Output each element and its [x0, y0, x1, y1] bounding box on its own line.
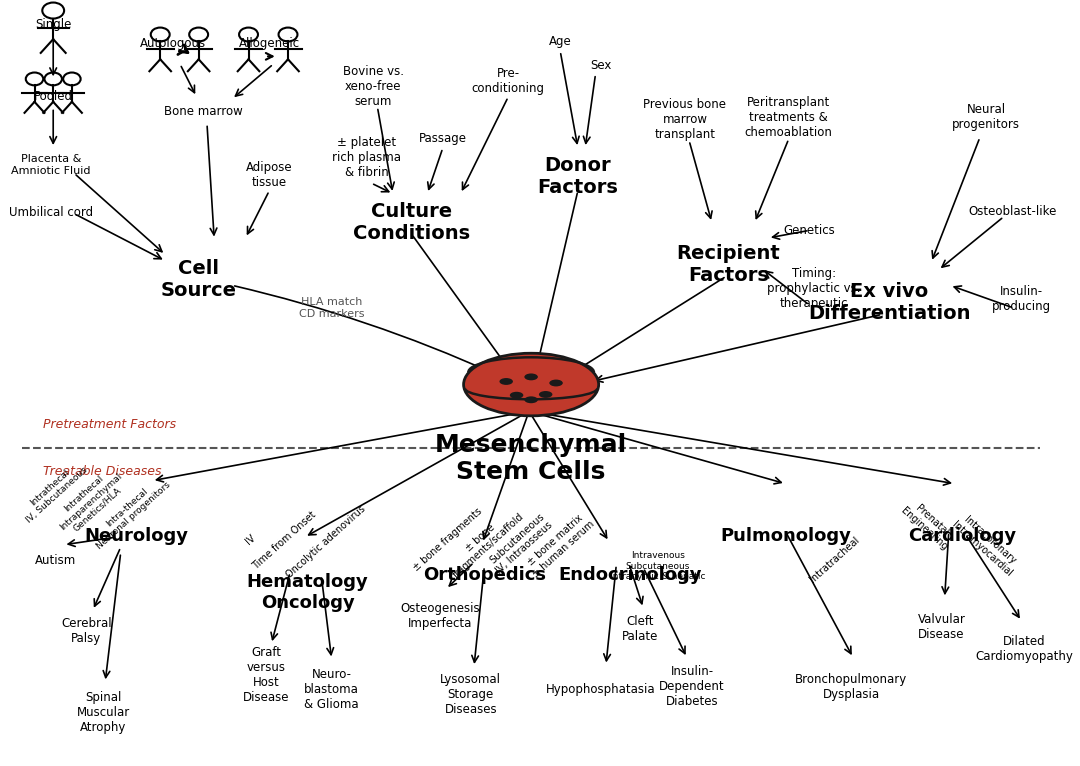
- Text: Cleft
Palate: Cleft Palate: [622, 615, 659, 643]
- Text: Pre-
conditioning: Pre- conditioning: [472, 67, 544, 95]
- Text: Pulmonology: Pulmonology: [720, 527, 851, 545]
- Text: Autologous: Autologous: [139, 37, 206, 50]
- Text: ± platelet
rich plasma
& fibrin: ± platelet rich plasma & fibrin: [333, 136, 402, 179]
- Ellipse shape: [525, 396, 538, 403]
- Text: Peritransplant
treatments &
chemoablation: Peritransplant treatments & chemoablatio…: [745, 96, 833, 139]
- Ellipse shape: [463, 353, 598, 416]
- Ellipse shape: [525, 374, 538, 381]
- Text: Dilated
Cardiomyopathy: Dilated Cardiomyopathy: [975, 634, 1074, 663]
- Text: Recipient
Factors: Recipient Factors: [677, 244, 781, 285]
- Text: Lysosomal
Storage
Diseases: Lysosomal Storage Diseases: [441, 673, 501, 716]
- Text: Pretreatment Factors: Pretreatment Factors: [43, 418, 176, 431]
- Text: Prenatal
Engineering: Prenatal Engineering: [899, 496, 957, 552]
- Text: ± bone matrix
± human serum: ± bone matrix ± human serum: [523, 510, 596, 579]
- Text: Intravenous
Subcutaneous
Intrahymic & hepatic: Intravenous Subcutaneous Intrahymic & he…: [610, 552, 705, 581]
- Text: Age: Age: [549, 35, 571, 48]
- Text: Spinal
Muscular
Atrophy: Spinal Muscular Atrophy: [77, 691, 130, 735]
- Text: Bovine vs.
xeno-free
serum: Bovine vs. xeno-free serum: [342, 65, 404, 108]
- Text: Treatable Diseases: Treatable Diseases: [43, 465, 161, 478]
- Text: Bronchopulmonary
Dysplasia: Bronchopulmonary Dysplasia: [795, 673, 907, 701]
- Text: Single: Single: [35, 18, 71, 31]
- Text: Osteoblast-like: Osteoblast-like: [968, 205, 1056, 218]
- Text: Osteogenesis
Imperfecta: Osteogenesis Imperfecta: [400, 602, 480, 630]
- Ellipse shape: [499, 378, 513, 385]
- Text: Oncolytic adenovirus: Oncolytic adenovirus: [284, 503, 367, 580]
- Text: Neural
progenitors: Neural progenitors: [953, 103, 1021, 132]
- Text: Culture
Conditions: Culture Conditions: [353, 202, 470, 244]
- Text: Autism: Autism: [35, 554, 76, 567]
- Text: Graft
versus
Host
Disease: Graft versus Host Disease: [243, 646, 289, 703]
- Text: Genetics: Genetics: [784, 224, 836, 237]
- Text: Adipose
tissue: Adipose tissue: [246, 162, 293, 189]
- Text: Previous bone
marrow
transplant: Previous bone marrow transplant: [644, 98, 727, 141]
- Text: Intrathecal
IV, Subcutaneous: Intrathecal IV, Subcutaneous: [17, 458, 89, 525]
- Text: Insulin-
producing: Insulin- producing: [991, 285, 1051, 313]
- Text: Ex vivo
Differentiation: Ex vivo Differentiation: [808, 283, 971, 323]
- Text: Allogeneic: Allogeneic: [239, 37, 300, 50]
- Ellipse shape: [510, 391, 524, 398]
- Text: Intratracheal: Intratracheal: [808, 535, 862, 585]
- Text: IV: IV: [244, 532, 257, 546]
- Text: Umbilical cord: Umbilical cord: [9, 206, 93, 219]
- Text: Insulin-
Dependent
Diabetes: Insulin- Dependent Diabetes: [660, 665, 725, 709]
- Text: ± bone
fragments/scaffold: ± bone fragments/scaffold: [443, 503, 526, 581]
- Ellipse shape: [550, 380, 563, 386]
- Text: Valvular
Disease: Valvular Disease: [918, 614, 966, 641]
- Text: Time from Onset: Time from Onset: [251, 510, 318, 572]
- Text: Subcutaneous
IV, Intraosseus: Subcutaneous IV, Intraosseus: [487, 511, 555, 575]
- Text: Placenta &
Amniotic Fluid: Placenta & Amniotic Fluid: [12, 154, 91, 175]
- Text: Cell
Source: Cell Source: [161, 260, 237, 300]
- Text: Sex: Sex: [590, 59, 611, 72]
- Text: Intrathecal
Intraparenchymal
Genetics/HLA: Intrathecal Intraparenchymal Genetics/HL…: [51, 463, 131, 539]
- Text: Endocrinology: Endocrinology: [558, 566, 702, 584]
- Ellipse shape: [539, 391, 553, 398]
- Text: Cardiology: Cardiology: [908, 527, 1016, 545]
- Text: Orthopedics: Orthopedics: [423, 566, 545, 584]
- Text: ± bone fragments: ± bone fragments: [411, 506, 484, 573]
- Text: Intracoronary
Intramyocardial: Intracoronary Intramyocardial: [950, 511, 1022, 578]
- Text: Timing:
prophylactic vs.
therapeutic: Timing: prophylactic vs. therapeutic: [767, 267, 861, 310]
- Text: Mesenchymal
Stem Cells: Mesenchymal Stem Cells: [435, 433, 627, 484]
- Text: Donor
Factors: Donor Factors: [538, 156, 619, 198]
- Text: Intra-thecal
Neuronal progenitors: Intra-thecal Neuronal progenitors: [87, 472, 172, 551]
- Text: Pooled: Pooled: [33, 90, 72, 103]
- Text: Hematology
Oncology: Hematology Oncology: [247, 574, 368, 612]
- Text: Cerebral
Palsy: Cerebral Palsy: [62, 617, 111, 645]
- Text: Bone marrow: Bone marrow: [164, 105, 243, 118]
- Text: Hypophosphatasia: Hypophosphatasia: [545, 683, 656, 696]
- Text: HLA match
CD markers: HLA match CD markers: [299, 297, 364, 319]
- Text: Neuro-
blastoma
& Glioma: Neuro- blastoma & Glioma: [305, 668, 359, 712]
- Text: Neurology: Neurology: [84, 527, 188, 545]
- Text: Passage: Passage: [419, 133, 467, 146]
